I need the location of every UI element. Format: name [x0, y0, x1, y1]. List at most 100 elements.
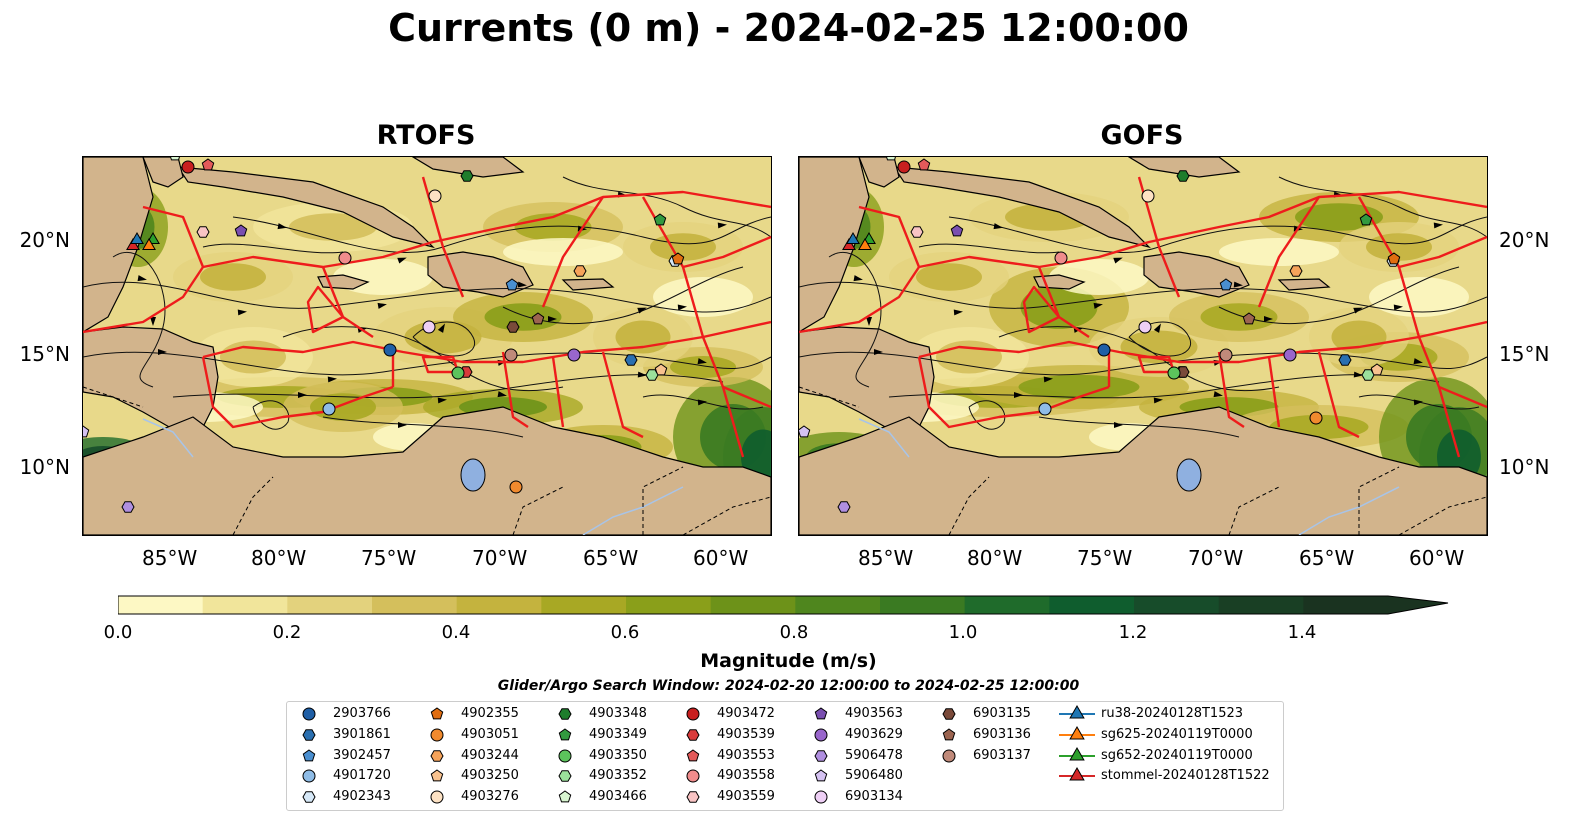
float-marker: [460, 170, 474, 182]
colorbar-bin: [287, 596, 373, 614]
streamline: [1128, 321, 1192, 357]
legend-marker: [942, 749, 956, 763]
panel-title-rtofs: RTOFS: [376, 120, 476, 151]
river: [1298, 486, 1400, 535]
streamline: [412, 321, 476, 357]
legend-marker: [814, 728, 828, 742]
flow-arrow: [697, 399, 707, 406]
magnitude-core: [220, 340, 286, 374]
float-marker: [1242, 312, 1256, 325]
legend-marker: [814, 707, 828, 720]
country-border: [642, 466, 684, 535]
legend-label: 4903350: [589, 747, 647, 763]
flow-arrow: [1264, 316, 1273, 322]
legend-label: 5906480: [845, 768, 903, 784]
legend-symbol: [430, 707, 444, 720]
land-mass: [892, 166, 1151, 249]
flow-arrow: [697, 358, 707, 365]
x-tick-65w-rtofs: 65°W: [583, 546, 639, 570]
legend-label: 4903352: [589, 768, 647, 784]
float-marker: [505, 278, 519, 291]
legend-symbol: [302, 748, 316, 761]
magnitude-core: [916, 263, 982, 291]
streamline: [322, 416, 524, 438]
legend-triangle: [1069, 746, 1085, 761]
legend-marker: [558, 728, 572, 741]
land-mass: [1127, 157, 1241, 178]
float-marker: [1370, 363, 1384, 376]
legend-marker: [1059, 704, 1095, 719]
streamline: [83, 351, 771, 376]
streamline: [112, 251, 166, 388]
legend-symbol: [558, 749, 572, 763]
legend-symbol: [942, 708, 956, 720]
x-tick-75w-rtofs: 75°W: [361, 546, 417, 570]
flow-arrow: [637, 307, 647, 314]
legend-marker: [686, 791, 700, 803]
legend-symbol: [686, 769, 700, 783]
legend-marker: [430, 707, 444, 720]
flow-arrow: [1153, 397, 1163, 404]
flow-arrow: [277, 223, 287, 230]
legend-label: 4903559: [717, 789, 775, 805]
country-border: [1358, 466, 1400, 535]
float-marker: [1176, 170, 1190, 182]
legend-marker: [942, 728, 956, 741]
legend-marker: [302, 791, 316, 803]
country-border: [1228, 486, 1280, 535]
float-marker: [83, 425, 90, 438]
float-marker: [451, 366, 465, 380]
float-marker: [1097, 343, 1111, 357]
colorbar-bin: [1134, 596, 1220, 614]
flow-arrow: [497, 391, 507, 398]
legend-symbol: [814, 790, 828, 804]
flow-arrow: [677, 304, 687, 311]
float-marker: [126, 238, 140, 250]
float-marker: [338, 251, 352, 265]
legend-symbol: [430, 769, 444, 782]
flow-arrow: [377, 302, 387, 309]
eez-boundary: [1257, 196, 1320, 308]
legend-label: 6903135: [973, 706, 1031, 721]
colorbar-bin: [1303, 596, 1389, 614]
streamline: [202, 243, 344, 254]
legend-marker: [302, 729, 316, 741]
legend-symbol: [814, 707, 828, 720]
float-marker: [858, 238, 872, 250]
x-tick-60w-rtofs: 60°W: [693, 546, 749, 570]
eez-boundary: [1438, 385, 1487, 409]
magnitude-core: [1200, 303, 1278, 331]
magnitude-core: [1020, 285, 1098, 329]
colorbar-bin: [118, 596, 204, 614]
eez-boundary: [682, 235, 771, 269]
cbar-tick-6: 1.2: [1118, 622, 1148, 643]
flow-arrow: [137, 275, 147, 282]
legend-symbol: [430, 790, 444, 804]
legend-marker: [814, 749, 828, 762]
colorbar-bin: [964, 596, 1050, 614]
streamline: [562, 176, 771, 238]
current-map-gofs: [799, 157, 1487, 535]
legend-symbol: [302, 729, 316, 741]
legend-label: 4903348: [589, 706, 647, 721]
legend-label: 6903136: [973, 726, 1031, 742]
country-border: [83, 386, 144, 408]
x-tick-70w-rtofs: 70°W: [472, 546, 528, 570]
legend-label: 4903472: [717, 706, 775, 721]
flow-arrow: [1413, 399, 1423, 406]
lake: [1176, 458, 1202, 492]
eez-boundary: [1267, 356, 1281, 428]
map-panel-rtofs[interactable]: [82, 156, 772, 536]
land-mass: [858, 157, 900, 188]
float-marker: [504, 348, 518, 362]
colorbar-bin: [795, 596, 881, 614]
legend-label: 4901720: [333, 768, 391, 784]
map-panel-gofs[interactable]: [798, 156, 1488, 536]
legend-marker: [430, 790, 444, 804]
flow-arrow: [548, 316, 557, 322]
flow-arrow: [1014, 392, 1023, 398]
legend-symbol: [942, 749, 956, 763]
legend-label: 4903629: [845, 726, 903, 742]
eez-boundary: [1217, 351, 1245, 428]
float-marker: [653, 213, 667, 226]
